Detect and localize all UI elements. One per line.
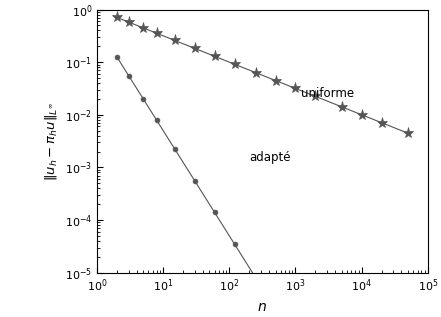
Text: adapté: adapté (249, 152, 291, 165)
Y-axis label: $\|u_h - \pi_h u\|_{L^\infty}$: $\|u_h - \pi_h u\|_{L^\infty}$ (43, 101, 59, 181)
Text: uniforme: uniforme (301, 87, 354, 100)
X-axis label: $n$: $n$ (258, 300, 267, 314)
